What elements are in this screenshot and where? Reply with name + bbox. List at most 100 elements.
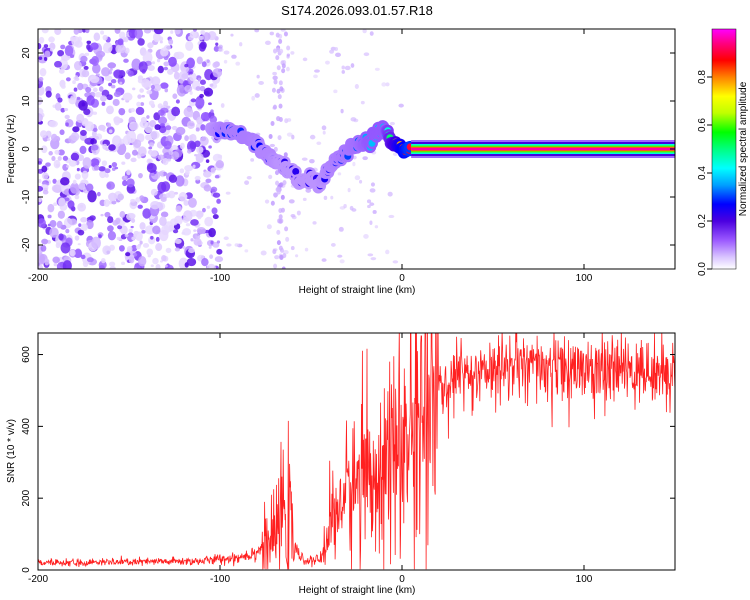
noise-blob xyxy=(104,211,111,218)
noise-blob xyxy=(290,246,295,251)
noise-blob xyxy=(278,116,283,122)
noise-blob xyxy=(387,191,393,197)
noise-blob xyxy=(189,90,193,95)
noise-blob xyxy=(85,29,90,34)
noise-blob xyxy=(305,188,312,193)
noise-blob xyxy=(58,233,64,241)
noise-blob xyxy=(80,55,88,63)
noise-blob xyxy=(101,67,111,77)
noise-blob xyxy=(53,202,58,207)
noise-blob xyxy=(195,127,200,132)
noise-blob xyxy=(333,89,338,94)
noise-blob xyxy=(210,109,214,113)
noise-blob xyxy=(141,78,151,88)
noise-blob xyxy=(49,219,57,228)
noise-blob xyxy=(137,146,147,157)
noise-blob xyxy=(82,157,92,169)
noise-blob xyxy=(374,225,379,229)
noise-blob xyxy=(123,175,128,179)
noise-blob xyxy=(216,248,223,255)
noise-blob xyxy=(301,157,308,161)
noise-blob xyxy=(283,31,288,37)
noise-blob xyxy=(281,63,286,69)
noise-blob xyxy=(128,256,135,264)
noise-blob xyxy=(139,240,143,245)
snr-x-axis: -200 -100 0 100 xyxy=(28,333,593,585)
noise-blob xyxy=(309,134,316,140)
noise-blob xyxy=(190,219,199,226)
noise-blob xyxy=(76,167,80,172)
noise-blob xyxy=(290,214,296,218)
noise-blob xyxy=(154,124,161,131)
noise-blob xyxy=(38,218,46,228)
tone-band xyxy=(411,147,675,151)
noise-blob xyxy=(208,145,212,149)
noise-blob xyxy=(161,255,167,262)
noise-blob xyxy=(283,152,288,158)
noise-blob xyxy=(106,94,113,101)
snr-frame xyxy=(37,332,676,571)
noise-blob xyxy=(122,92,133,101)
noise-blob xyxy=(149,119,157,127)
noise-blob xyxy=(155,236,160,242)
noise-blob xyxy=(362,156,368,161)
noise-blob xyxy=(146,248,154,256)
noise-blob xyxy=(367,204,371,209)
noise-blob xyxy=(74,194,80,200)
noise-blob xyxy=(370,257,377,261)
noise-blob xyxy=(208,102,212,106)
noise-blob xyxy=(188,248,195,254)
noise-blob xyxy=(94,91,102,98)
noise-blob xyxy=(254,29,260,33)
noise-blob xyxy=(200,124,206,131)
noise-blob xyxy=(109,68,113,71)
noise-blob xyxy=(59,129,65,136)
noise-blob xyxy=(185,40,194,52)
noise-blob xyxy=(64,45,74,57)
noise-blob xyxy=(278,38,283,44)
spectrogram-x-tick-label: -100 xyxy=(210,273,230,284)
noise-blob xyxy=(168,174,178,183)
noise-blob xyxy=(296,210,301,216)
noise-blob xyxy=(102,42,113,54)
noise-blob xyxy=(193,229,197,232)
noise-blob xyxy=(152,225,161,235)
noise-blob xyxy=(90,42,99,50)
noise-blob xyxy=(189,122,195,127)
noise-blob xyxy=(193,237,202,246)
spectrogram-y-label: Frequency (Hz) xyxy=(6,115,17,184)
noise-blob xyxy=(86,95,95,106)
noise-blob xyxy=(110,79,117,84)
noise-blob xyxy=(216,198,221,204)
noise-blob xyxy=(101,258,106,264)
noise-blob xyxy=(121,161,126,165)
noise-blob xyxy=(203,87,214,97)
noise-blob xyxy=(323,195,328,200)
noise-blob xyxy=(158,171,164,177)
noise-blob xyxy=(92,87,98,93)
snr-panel: -200 -100 0 100 0 200 400 600 Height of straig… xyxy=(6,332,676,596)
noise-blob xyxy=(70,182,80,194)
noise-blob xyxy=(279,48,284,54)
noise-blob xyxy=(45,90,52,98)
noise-blob xyxy=(90,137,97,146)
noise-blob xyxy=(286,132,293,137)
noise-blob xyxy=(204,229,210,234)
noise-blob xyxy=(110,84,116,89)
noise-blob xyxy=(338,226,344,232)
noise-blob xyxy=(53,262,58,267)
noise-blob xyxy=(337,172,342,176)
noise-blob xyxy=(179,142,185,150)
noise-blob xyxy=(174,247,180,252)
noise-blob xyxy=(92,111,98,115)
spectrogram-y-tick-label: 10 xyxy=(21,95,32,107)
noise-blob xyxy=(208,245,212,249)
noise-blob xyxy=(57,97,63,103)
noise-blob xyxy=(268,174,273,180)
noise-blob xyxy=(80,217,88,223)
noise-blob xyxy=(149,142,155,147)
noise-blob xyxy=(141,94,146,98)
noise-blob xyxy=(131,244,138,252)
noise-blob xyxy=(73,60,82,71)
noise-blob xyxy=(341,70,345,74)
